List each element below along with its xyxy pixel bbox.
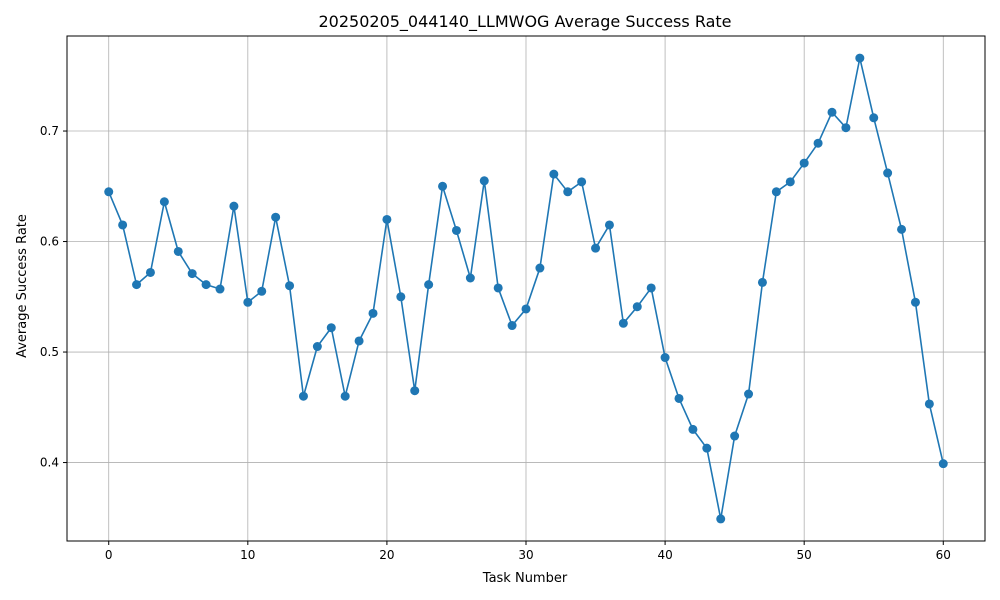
data-point [410,386,420,396]
data-point [507,321,517,331]
x-tick-label: 20 [379,548,394,562]
data-point [438,181,448,191]
data-point [132,280,142,290]
data-point [340,391,350,401]
data-point [104,187,114,197]
data-point [563,187,573,197]
data-point [799,158,809,168]
data-point [757,277,767,287]
data-point [730,431,740,441]
x-tick-label: 40 [657,548,672,562]
x-tick-label: 60 [936,548,951,562]
data-point [827,107,837,117]
y-tick-label: 0.6 [40,235,59,249]
data-point [910,297,920,307]
data-point [271,212,281,222]
data-point [145,267,155,277]
data-point [396,292,406,302]
data-point [771,187,781,197]
data-point [897,224,907,234]
data-point [618,318,628,328]
data-point [744,389,754,399]
grid-lines [67,36,985,541]
data-point [326,323,336,333]
data-point [591,243,601,253]
data-point [924,399,934,409]
data-point [938,459,948,469]
data-point [855,53,865,63]
data-point [688,424,698,434]
data-point [354,336,364,346]
data-point [883,168,893,178]
data-point [702,443,712,453]
y-tick-label: 0.4 [40,456,59,470]
data-point [215,284,225,294]
data-point [257,286,267,296]
data-point [118,220,128,230]
data-point [632,302,642,312]
data-point [674,393,684,403]
data-point [493,283,503,293]
plot-frame [66,35,986,542]
data-point [479,176,489,186]
x-axis-ticks: 0 10 20 30 40 50 60 [105,541,951,562]
data-point [285,281,295,291]
data-point [646,283,656,293]
data-point [535,263,545,273]
chart-title: 20250205_044140_LLMWOG Average Success R… [318,12,731,32]
x-tick-label: 0 [105,548,113,562]
data-point [368,308,378,318]
x-tick-label: 10 [240,548,255,562]
data-point [229,201,239,211]
data-point [813,138,823,148]
data-point [201,280,211,290]
y-axis-ticks: 0.4 0.5 0.6 0.7 [40,124,67,470]
data-point [841,123,851,133]
data-point [382,214,392,224]
y-axis-label: Average Success Rate [15,214,30,358]
x-axis-label: Task Number [482,571,568,586]
data-point [451,225,461,235]
data-point [577,177,587,187]
data-point [465,273,475,283]
data-point [660,353,670,363]
data-point [312,342,322,352]
data-point [521,304,531,314]
data-point [424,280,434,290]
data-point [173,246,183,256]
data-point [159,197,169,207]
y-tick-label: 0.5 [40,345,59,359]
data-point [549,169,559,179]
data-point [716,514,726,524]
data-point [604,220,614,230]
data-point [869,113,879,123]
data-point [785,177,795,187]
data-point [298,391,308,401]
x-tick-label: 30 [518,548,533,562]
x-tick-label: 50 [797,548,812,562]
data-point [187,269,197,279]
data-points [104,53,948,524]
data-point [243,297,253,307]
y-tick-label: 0.7 [40,124,59,138]
